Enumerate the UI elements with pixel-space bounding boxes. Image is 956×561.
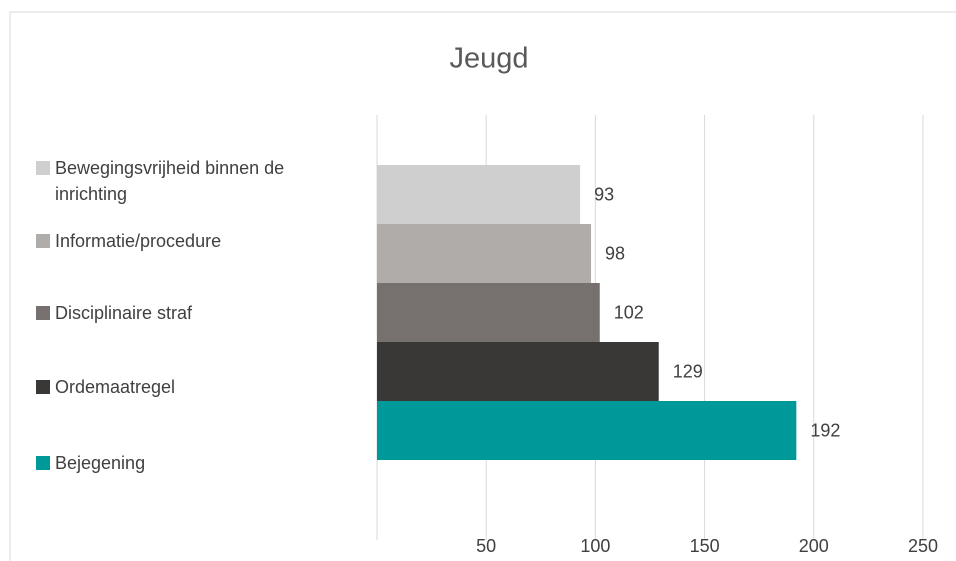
legend-label: Bejegening bbox=[55, 453, 146, 473]
legend-item: Disciplinaire straf bbox=[36, 300, 346, 326]
x-tick-label: 100 bbox=[580, 536, 610, 556]
value-label: 102 bbox=[614, 302, 644, 322]
value-label: 129 bbox=[673, 361, 703, 381]
legend-label: Ordemaatregel bbox=[55, 377, 176, 397]
legend-item: Ordemaatregel bbox=[36, 374, 346, 400]
bar bbox=[377, 401, 797, 460]
legend-label: Disciplinaire straf bbox=[55, 303, 193, 323]
value-label: 98 bbox=[605, 243, 625, 263]
legend-swatch bbox=[36, 380, 50, 394]
x-tick-label: 150 bbox=[690, 536, 720, 556]
bar bbox=[377, 342, 659, 401]
legend-item: Bewegingsvrijheid binnen de inrichting bbox=[36, 155, 346, 207]
x-tick-label: 50 bbox=[476, 536, 496, 556]
value-label: 93 bbox=[594, 184, 614, 204]
legend-label: Bewegingsvrijheid binnen de inrichting bbox=[55, 158, 285, 204]
legend-item: Informatie/procedure bbox=[36, 228, 346, 254]
legend-swatch bbox=[36, 234, 50, 248]
bar bbox=[377, 283, 600, 342]
legend-item: Bejegening bbox=[36, 450, 346, 476]
legend-swatch bbox=[36, 456, 50, 470]
chart-title: Jeugd bbox=[449, 43, 528, 75]
legend-swatch bbox=[36, 306, 50, 320]
bar bbox=[377, 224, 592, 283]
value-label: 192 bbox=[810, 420, 840, 440]
bar bbox=[377, 165, 581, 224]
legend-label: Informatie/procedure bbox=[55, 231, 222, 251]
x-tick-label: 200 bbox=[799, 536, 829, 556]
x-tick-label: 250 bbox=[908, 536, 938, 556]
frame bbox=[9, 11, 956, 561]
legend-swatch bbox=[36, 161, 50, 175]
